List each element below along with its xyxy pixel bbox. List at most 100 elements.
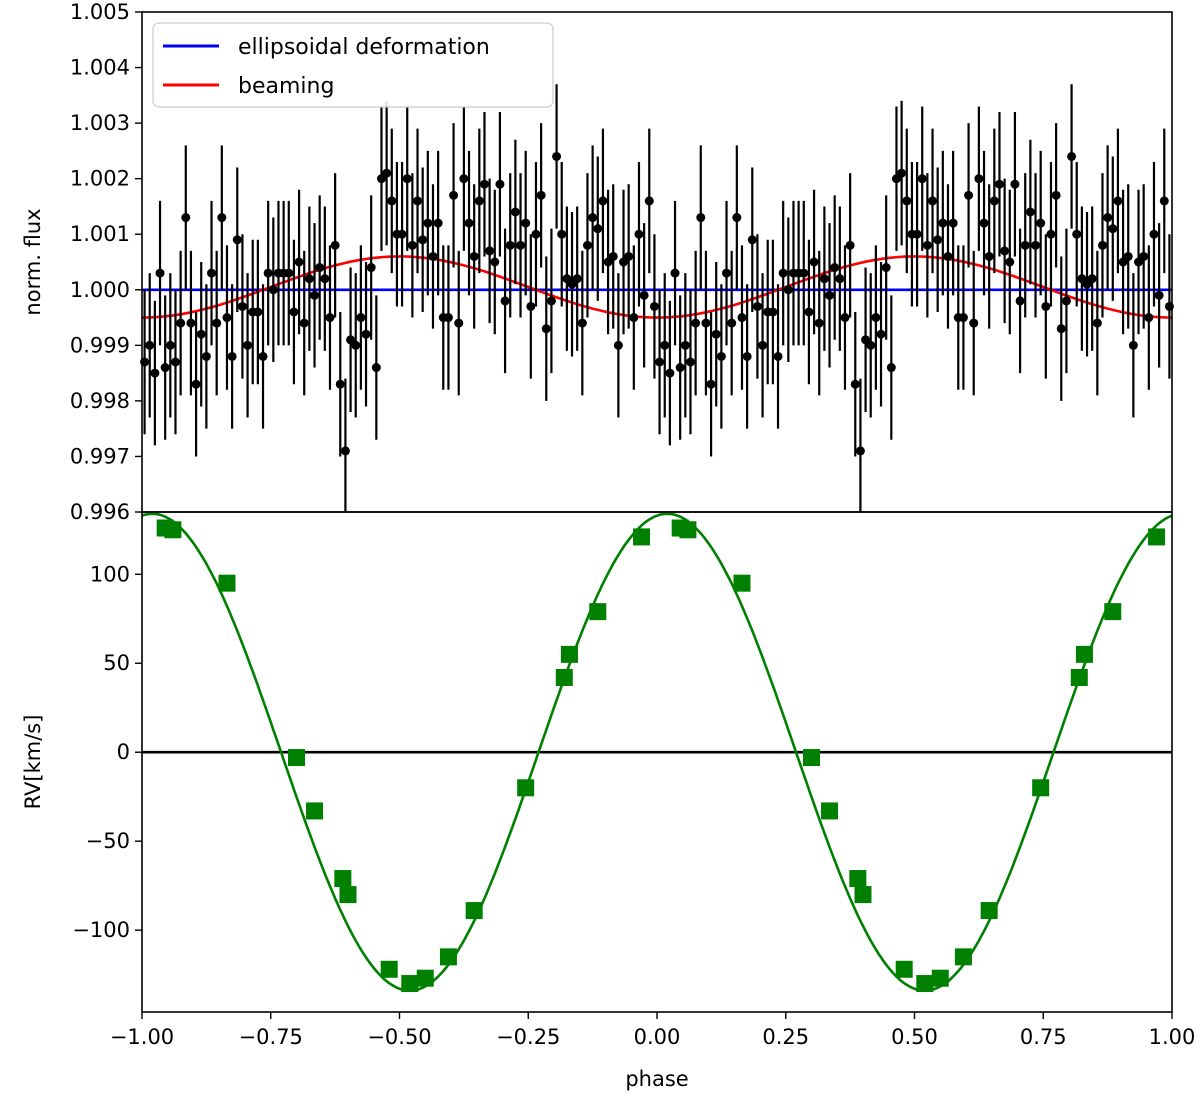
rv-model-curve [141, 512, 1173, 992]
flux-data-point [299, 318, 309, 328]
rv-data-point [380, 960, 398, 978]
flux-data-point [639, 290, 649, 300]
flux-data-point [243, 340, 253, 350]
flux-data-point [912, 229, 922, 239]
flux-data-point [613, 340, 623, 350]
flux-data-point [819, 274, 829, 284]
phase-x-tick-label: 0.25 [762, 1025, 809, 1049]
flux-y-ticks: 0.996 0.997 0.998 0.999 1.000 1.001 1.002 1.003… [70, 0, 142, 524]
flux-data-point [577, 318, 587, 328]
flux-y-tick-label: 1.005 [70, 0, 130, 24]
flux-data-point [1144, 313, 1154, 323]
flux-data-point [464, 218, 474, 228]
flux-data-point [711, 329, 721, 339]
flux-data-point [742, 351, 752, 361]
flux-y-axis-label: norm. flux [21, 208, 45, 315]
flux-data-point [382, 168, 392, 178]
legend-ellipsoidal-label: ellipsoidal deformation [238, 35, 490, 60]
flux-data-point [655, 357, 665, 367]
flux-data-point [335, 379, 345, 389]
flux-data-point [958, 313, 968, 323]
flux-data-point [804, 307, 814, 317]
rv-data-point [931, 969, 949, 987]
flux-data-point [670, 268, 680, 278]
flux-data-point [1103, 213, 1113, 223]
flux-data-point [232, 235, 242, 245]
rv-data-point [679, 521, 697, 539]
flux-data-point [485, 246, 495, 256]
flux-data-point [665, 368, 675, 378]
rv-data-point [416, 969, 434, 987]
legend: ellipsoidal deformation beaming [152, 22, 554, 108]
rv-data-point [733, 574, 751, 592]
flux-data-point [825, 290, 835, 300]
flux-data-point [994, 179, 1004, 189]
phase-x-tick-label: −0.75 [239, 1025, 303, 1049]
flux-data-point [186, 318, 196, 328]
flux-data-point [145, 340, 155, 350]
flux-data-point [933, 235, 943, 245]
rv-curves [141, 512, 1173, 992]
rv-data-point [560, 645, 578, 663]
flux-data-point [886, 363, 896, 373]
flux-data-point [1000, 246, 1010, 256]
flux-data-point [799, 268, 809, 278]
flux-data-point [500, 296, 510, 306]
flux-data-point [459, 174, 469, 184]
flux-data-point [284, 268, 294, 278]
flux-data-point [778, 268, 788, 278]
flux-data-points [140, 84, 1174, 512]
flux-data-point [325, 313, 335, 323]
flux-data-point [340, 446, 350, 456]
flux-data-point [866, 340, 876, 350]
flux-data-point [263, 268, 273, 278]
flux-data-point [1154, 290, 1164, 300]
rv-data-point [854, 886, 872, 904]
flux-data-point [1061, 296, 1071, 306]
flux-y-tick-label: 0.997 [70, 444, 130, 468]
flux-y-tick-label: 1.000 [70, 278, 130, 302]
rv-data-point [821, 802, 839, 820]
flux-data-point [685, 357, 695, 367]
flux-y-tick-label: 1.003 [70, 111, 130, 135]
flux-data-point [268, 285, 278, 295]
flux-y-tick-label: 0.996 [70, 500, 130, 524]
phase-x-tick-label: 0.75 [1020, 1025, 1067, 1049]
flux-data-point [1097, 240, 1107, 250]
flux-data-point [758, 340, 768, 350]
rv-data-point [1032, 779, 1050, 797]
flux-data-point [773, 351, 783, 361]
flux-data-point [531, 229, 541, 239]
flux-data-point [176, 318, 186, 328]
rv-data-point [849, 870, 867, 888]
flux-data-point [969, 318, 979, 328]
phase-x-tick-label: 1.00 [1149, 1025, 1196, 1049]
flux-data-point [572, 274, 582, 284]
flux-data-point [181, 213, 191, 223]
rv-data-point [980, 902, 998, 920]
flux-data-point [948, 218, 958, 228]
flux-data-point [747, 235, 757, 245]
flux-data-point [871, 313, 881, 323]
flux-data-point [1036, 218, 1046, 228]
flux-data-point [964, 190, 974, 200]
flux-data-point [294, 257, 304, 267]
flux-data-point [1092, 318, 1102, 328]
flux-data-point [454, 318, 464, 328]
flux-data-point [855, 446, 865, 456]
flux-data-point [850, 379, 860, 389]
flux-data-point [165, 340, 175, 350]
flux-data-point [840, 313, 850, 323]
flux-data-point [443, 313, 453, 323]
flux-data-point [304, 274, 314, 284]
flux-data-point [170, 357, 180, 367]
rv-data-point [465, 902, 483, 920]
flux-data-point [552, 151, 562, 161]
flux-data-point [649, 301, 659, 311]
flux-panel: 0.996 0.997 0.998 0.999 1.000 1.001 1.002 1.003… [21, 0, 1174, 524]
flux-data-point [582, 240, 592, 250]
flux-data-point [407, 240, 417, 250]
rv-data-point [916, 975, 934, 993]
rv-data-point [334, 870, 352, 888]
